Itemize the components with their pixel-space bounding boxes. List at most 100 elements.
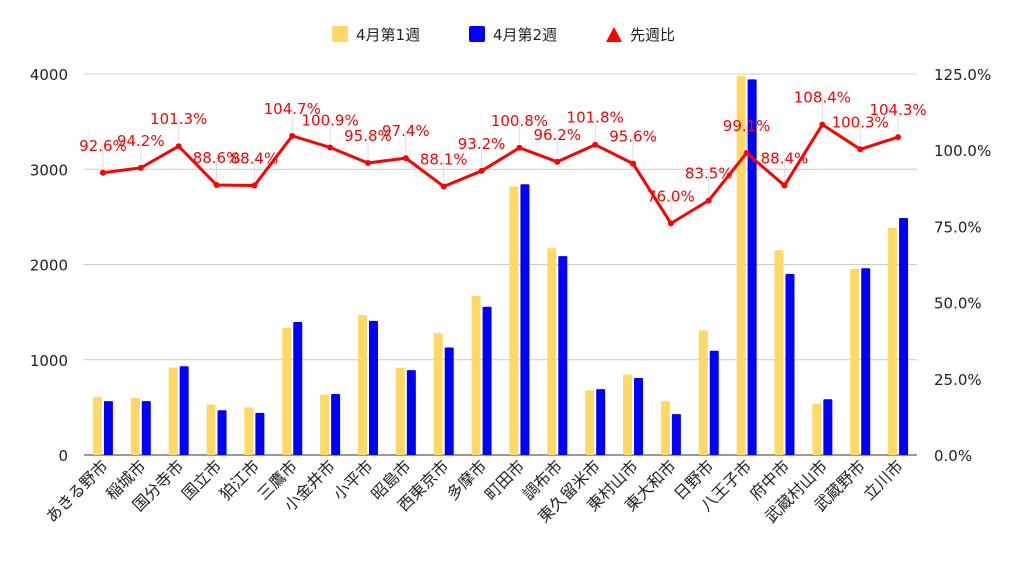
- data-label: 100.8%: [491, 112, 548, 130]
- bar-week1: [509, 186, 519, 455]
- data-label: 108.4%: [794, 89, 851, 107]
- ratio-point: [364, 160, 371, 167]
- bar-week2: [103, 401, 113, 455]
- bar-week2: [331, 393, 341, 455]
- category-label: 小平市: [329, 456, 376, 503]
- ratio-point: [213, 181, 220, 188]
- ratio-point: [592, 141, 599, 148]
- data-label: 76.0%: [647, 187, 695, 205]
- bar-week1: [130, 397, 140, 455]
- left-tick-label: 3000: [30, 161, 68, 179]
- data-label: 94.2%: [117, 132, 165, 150]
- right-tick-label: 75.0%: [934, 218, 982, 236]
- data-label: 100.9%: [302, 111, 359, 129]
- data-label: 95.6%: [609, 128, 657, 146]
- data-label: 100.3%: [832, 113, 889, 131]
- bar-week1: [585, 390, 595, 455]
- ratio-point: [857, 146, 864, 153]
- ratio-line: 92.6%94.2%101.3%88.6%88.4%104.7%100.9%95…: [79, 89, 927, 227]
- bar-week2: [634, 378, 644, 455]
- legend-label: 4月第2週: [493, 26, 557, 44]
- bar-week1: [168, 367, 178, 455]
- ratio-point: [251, 182, 258, 189]
- category-label: 町田市: [481, 456, 528, 503]
- left-tick-label: 1000: [30, 352, 68, 370]
- ratio-point: [554, 158, 561, 165]
- bar-week2: [217, 410, 227, 455]
- bar-week2: [899, 218, 909, 455]
- ratio-point: [630, 160, 637, 167]
- left-tick-label: 0: [58, 447, 68, 465]
- right-tick-label: 100.0%: [934, 142, 991, 160]
- right-tick-label: 0.0%: [934, 447, 972, 465]
- bar-week1: [92, 396, 102, 455]
- category-label: 国立市: [178, 456, 225, 503]
- bar-week2: [141, 401, 151, 455]
- bar-week1: [888, 227, 898, 455]
- bars: [92, 75, 909, 456]
- right-tick-label: 125.0%: [934, 66, 991, 84]
- bar-week1: [774, 250, 784, 455]
- bar-week2: [406, 370, 416, 455]
- data-label: 92.6%: [79, 137, 127, 155]
- data-label: 101.8%: [567, 109, 624, 127]
- bar-week1: [357, 314, 367, 455]
- bar-week2: [482, 306, 492, 455]
- data-label: 93.2%: [458, 135, 506, 153]
- ratio-point: [289, 132, 296, 139]
- legend-label: 先週比: [630, 26, 675, 44]
- legend-triangle-icon: [606, 27, 622, 42]
- ratio-point: [99, 169, 106, 176]
- data-label: 96.2%: [533, 126, 581, 144]
- bar-week1: [471, 295, 481, 455]
- legend: 4月第1週 4月第2週 先週比: [332, 26, 675, 44]
- bar-week2: [444, 347, 454, 455]
- bar-week2: [179, 366, 189, 455]
- ratio-point: [667, 220, 674, 227]
- bar-week2: [709, 350, 719, 455]
- bar-week1: [698, 330, 708, 455]
- left-tick-label: 4000: [30, 66, 68, 84]
- bar-week1: [395, 367, 405, 455]
- legend-swatch: [469, 26, 485, 42]
- legend-label: 4月第1週: [356, 26, 420, 44]
- ratio-point: [327, 144, 334, 151]
- bar-week1: [244, 407, 254, 455]
- bar-week2: [558, 256, 568, 455]
- data-label: 88.4%: [231, 150, 279, 168]
- legend-swatch: [332, 26, 348, 42]
- data-label: 97.4%: [382, 122, 430, 140]
- bar-week1: [812, 403, 822, 455]
- bar-week1: [623, 374, 633, 455]
- ratio-point: [895, 134, 902, 141]
- ratio-point: [705, 197, 712, 204]
- right-tick-label: 50.0%: [934, 295, 982, 313]
- bar-week1: [282, 328, 292, 455]
- data-label: 99.1%: [723, 117, 771, 135]
- ratio-point: [478, 167, 485, 174]
- bar-week1: [320, 394, 330, 455]
- bar-week1: [850, 268, 860, 455]
- bar-week2: [520, 184, 530, 455]
- category-label: 立川市: [860, 456, 907, 503]
- ratio-point: [175, 143, 182, 150]
- bar-week2: [861, 268, 871, 455]
- ratio-point: [781, 182, 788, 189]
- bar-week2: [293, 322, 303, 455]
- bar-week1: [736, 75, 746, 455]
- category-label: 多摩市: [443, 456, 490, 503]
- data-label: 83.5%: [685, 164, 733, 182]
- right-tick-label: 25.0%: [934, 371, 982, 389]
- bar-week1: [660, 401, 670, 455]
- bar-week2: [671, 414, 681, 455]
- bar-week2: [823, 399, 833, 455]
- bar-week2: [785, 274, 795, 455]
- bar-week2: [368, 320, 378, 455]
- bar-week1: [547, 248, 557, 455]
- bar-week1: [433, 333, 443, 455]
- ratio-point: [402, 155, 409, 162]
- ratio-point: [819, 121, 826, 128]
- data-label: 104.7%: [264, 100, 321, 118]
- ratio-point: [137, 164, 144, 171]
